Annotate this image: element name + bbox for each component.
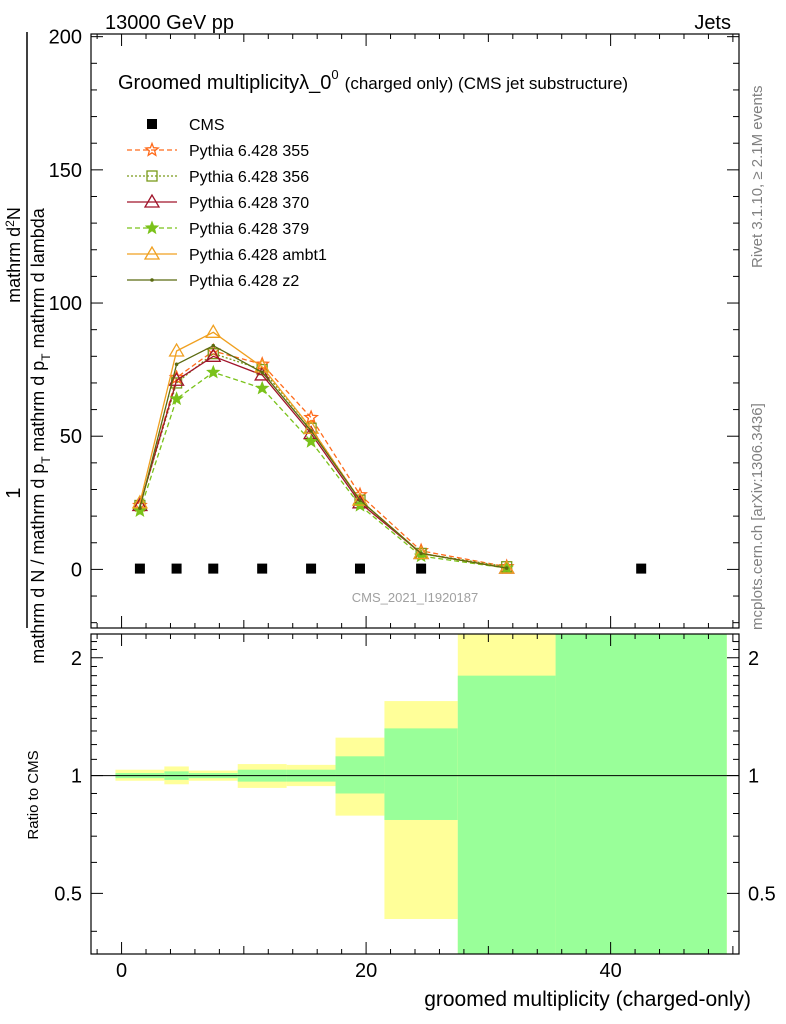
data-point <box>257 563 268 574</box>
legend-label: Pythia 6.428 379 <box>189 221 309 238</box>
ratio-y-tick-label-right: 1 <box>748 766 759 788</box>
ylabel-numerator: 1 <box>3 487 25 498</box>
series-6 <box>138 343 509 570</box>
main-ylabel: 1 mathrm d2N mathrm d pT mathrm d lambda… <box>3 32 53 664</box>
ratio-y-tick-label: 0.5 <box>54 883 82 905</box>
data-point <box>169 391 184 406</box>
rivet-label: Rivet 3.1.10, ≥ 2.1M events <box>749 86 766 269</box>
plot-title: Groomed multiplicityλ_00 (charged only) (… <box>118 67 628 94</box>
data-point <box>206 364 221 379</box>
legend-label: CMS <box>189 117 225 134</box>
data-point <box>134 563 145 574</box>
data-point <box>419 551 423 556</box>
y-tick-label: 150 <box>49 160 82 182</box>
legend-label: Pythia 6.428 356 <box>189 169 309 186</box>
legend-item: Pythia 6.428 z2 <box>127 273 299 290</box>
data-point <box>171 563 182 574</box>
legend-marker <box>147 119 157 129</box>
data-point <box>260 370 264 375</box>
legend-label: Pythia 6.428 370 <box>189 195 309 212</box>
data-point <box>168 342 185 357</box>
legend-label: Pythia 6.428 ambt1 <box>189 247 327 264</box>
ylabel-denominator: mathrm d N / mathrm d pT <box>28 456 53 664</box>
data-point <box>303 433 319 448</box>
data-point <box>205 324 222 338</box>
series-4 <box>132 364 514 575</box>
y-tick-label: 100 <box>49 293 82 315</box>
xlabel: groomed multiplicity (charged-only) <box>424 988 751 1011</box>
legend-item: Pythia 6.428 355 <box>127 141 309 160</box>
legend-marker <box>146 170 158 182</box>
legend-item: CMS <box>147 117 225 134</box>
x-tick-label: 20 <box>355 960 377 982</box>
legend-marker <box>143 193 161 208</box>
ratio-y-tick-label-right: 0.5 <box>748 883 776 905</box>
data-point <box>636 563 647 574</box>
legend-item: Pythia 6.428 356 <box>127 169 309 186</box>
analysis-id: CMS_2021_I1920187 <box>352 590 479 605</box>
mcplots-label: mcplots.cern.ch [arXiv:1306.3436] <box>749 403 766 630</box>
data-point <box>254 366 271 381</box>
series-3 <box>131 348 515 574</box>
main-plot-area: 0 50 100 150 200 <box>49 27 740 629</box>
energy-label: 13000 GeV pp <box>105 12 234 34</box>
series-line-3 <box>139 355 507 569</box>
legend-label: Pythia 6.428 355 <box>189 143 309 160</box>
y-tick-label: 50 <box>60 426 82 448</box>
ratio-band-green <box>384 728 458 820</box>
legend-item: Pythia 6.428 370 <box>127 193 309 212</box>
data-point <box>412 545 430 560</box>
data-point <box>254 380 270 395</box>
x-tick-label: 40 <box>599 960 621 982</box>
data-point <box>205 348 222 362</box>
ratio-plot-area: 0.5 0.51 12 20 20 40 <box>54 633 776 982</box>
legend-marker <box>144 220 160 235</box>
series-line-1 <box>139 350 507 568</box>
ratio-band-green <box>555 634 727 954</box>
data-point <box>132 503 148 517</box>
legend-marker <box>150 278 154 282</box>
ratio-y-tick-label-right: 2 <box>748 648 759 670</box>
ylabel-top-line: mathrm d pT mathrm d lambda <box>28 207 53 451</box>
ratio-band-green <box>335 756 385 794</box>
data-point <box>351 491 369 506</box>
series-line-4 <box>139 371 507 569</box>
series-line-6 <box>139 344 507 569</box>
legend-item: Pythia 6.428 ambt1 <box>127 245 327 264</box>
data-point <box>306 563 317 574</box>
ratio-y-tick-label: 2 <box>71 648 82 670</box>
data-point <box>211 343 216 348</box>
ratio-ylabel: Ratio to CMS <box>25 750 42 839</box>
category-label: Jets <box>694 12 731 34</box>
legend-label: Pythia 6.428 z2 <box>189 273 299 290</box>
ylabel-top: mathrm d2N <box>3 207 24 303</box>
data-point <box>309 429 313 433</box>
ratio-y-tick-label: 1 <box>71 766 82 788</box>
y-tick-label: 0 <box>71 559 82 581</box>
legend: CMS Pythia 6.428 355 Pythia 6.428 356 Pythi… <box>127 117 327 290</box>
y-tick-label: 200 <box>49 27 82 49</box>
data-point <box>416 563 427 574</box>
ratio-band-green <box>457 675 556 954</box>
x-tick-label: 0 <box>116 960 127 982</box>
data-point <box>208 563 219 574</box>
data-point <box>354 563 365 574</box>
series-0 <box>134 563 647 574</box>
legend-marker <box>143 245 161 260</box>
data-point <box>174 362 179 367</box>
legend-marker <box>144 141 160 157</box>
series-2 <box>134 347 513 573</box>
data-point <box>138 506 142 510</box>
data-point <box>504 566 509 570</box>
legend-item: Pythia 6.428 379 <box>127 220 309 238</box>
data-point <box>358 498 362 502</box>
